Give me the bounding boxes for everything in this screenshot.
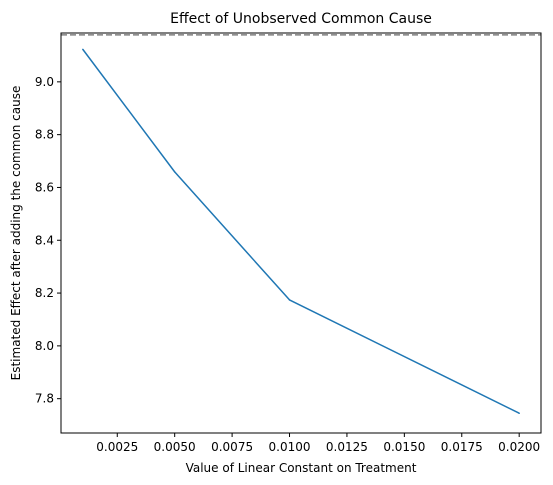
x-axis-label: Value of Linear Constant on Treatment — [186, 461, 417, 475]
y-tick-label: 9.0 — [35, 75, 54, 89]
data-point — [518, 412, 520, 414]
y-axis: 7.8 8.0 8.2 8.4 8.6 8.8 9.0 — [35, 75, 61, 406]
x-tick-label: 0.0050 — [154, 440, 196, 454]
y-tick-label: 7.8 — [35, 392, 54, 406]
x-axis: 0.0025 0.0050 0.0075 0.0100 0.0125 0.0150 0.01… — [96, 433, 540, 454]
x-tick-label: 0.0125 — [326, 440, 368, 454]
plot-frame — [60, 32, 542, 434]
data-point — [173, 171, 176, 173]
x-tick-label: 0.0175 — [441, 440, 483, 454]
x-tick-label: 0.0100 — [269, 440, 311, 454]
y-tick-label: 8.8 — [35, 128, 54, 142]
y-tick-label: 8.4 — [35, 233, 54, 247]
x-tick-label: 0.0200 — [498, 440, 540, 454]
y-axis-label: Estimated Effect after adding the common… — [9, 86, 23, 381]
y-tick-label: 8.0 — [35, 339, 54, 353]
series-line-0 — [82, 48, 520, 414]
x-tick-label: 0.0150 — [383, 440, 425, 454]
data-point — [82, 48, 84, 51]
y-tick-label: 8.2 — [35, 286, 54, 300]
y-tick-label: 8.6 — [35, 180, 54, 194]
x-tick-label: 0.0025 — [96, 440, 138, 454]
x-tick-label: 0.0075 — [211, 440, 253, 454]
chart-title: Effect of Unobserved Common Cause — [170, 11, 432, 27]
plot-area — [61, 34, 541, 414]
data-point — [288, 299, 291, 301]
